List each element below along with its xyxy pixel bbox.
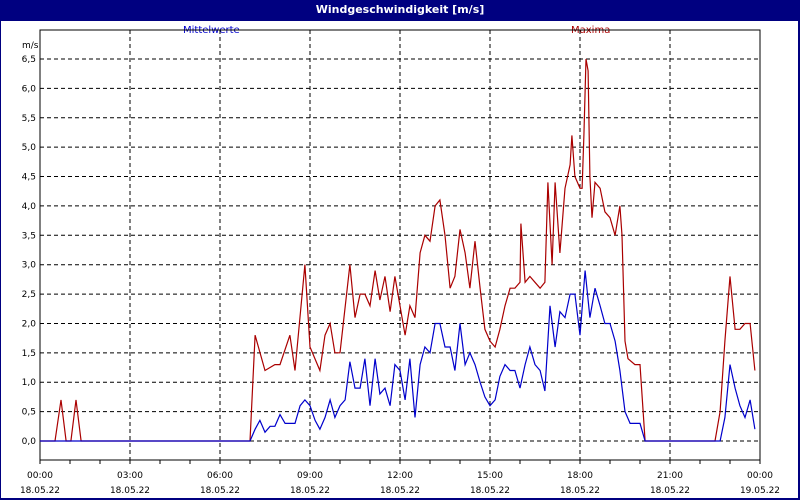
y-tick-label: 3,0 (22, 261, 37, 271)
y-tick-label: 1,0 (22, 378, 37, 388)
y-tick-label: 0,5 (22, 408, 36, 418)
x-tick-time: 03:00 (117, 471, 143, 481)
y-tick-label: 3,5 (22, 231, 36, 241)
x-tick-time: 00:00 (747, 471, 773, 481)
x-tick-date: 18.05.22 (20, 486, 60, 496)
x-tick-date: 18.05.22 (290, 486, 330, 496)
chart-title: Windgeschwindigkeit [m/s] (315, 3, 485, 16)
y-tick-label: 4,0 (22, 202, 37, 212)
y-tick-label: 1,5 (22, 349, 36, 359)
series-maxima (40, 58, 756, 442)
x-tick-time: 12:00 (387, 471, 413, 481)
y-tick-label: 2,5 (22, 290, 36, 300)
x-tick-time: 15:00 (477, 471, 503, 481)
y-axis-unit: m/s (22, 41, 39, 51)
x-tick-date: 18.05.22 (560, 486, 600, 496)
series-mittelwerte (40, 270, 756, 442)
y-tick-label: 6,5 (22, 55, 36, 65)
y-tick-label: 5,5 (22, 114, 36, 124)
y-tick-label: 6,0 (22, 84, 37, 94)
x-tick-date: 18.05.22 (470, 486, 510, 496)
x-tick-date: 18.05.22 (650, 486, 690, 496)
x-tick-time: 21:00 (657, 471, 683, 481)
y-tick-label: 0,0 (22, 437, 37, 447)
x-tick-date: 18.05.22 (380, 486, 420, 496)
x-tick-time: 00:00 (27, 471, 53, 481)
x-tick-time: 09:00 (297, 471, 323, 481)
y-tick-label: 2,0 (22, 319, 37, 329)
x-tick-time: 18:00 (567, 471, 593, 481)
x-tick-date: 19.05.22 (740, 486, 780, 496)
y-tick-label: 5,0 (22, 143, 37, 153)
x-tick-time: 06:00 (207, 471, 233, 481)
y-tick-label: 4,5 (22, 173, 36, 183)
x-tick-date: 18.05.22 (110, 486, 150, 496)
x-tick-date: 18.05.22 (200, 486, 240, 496)
